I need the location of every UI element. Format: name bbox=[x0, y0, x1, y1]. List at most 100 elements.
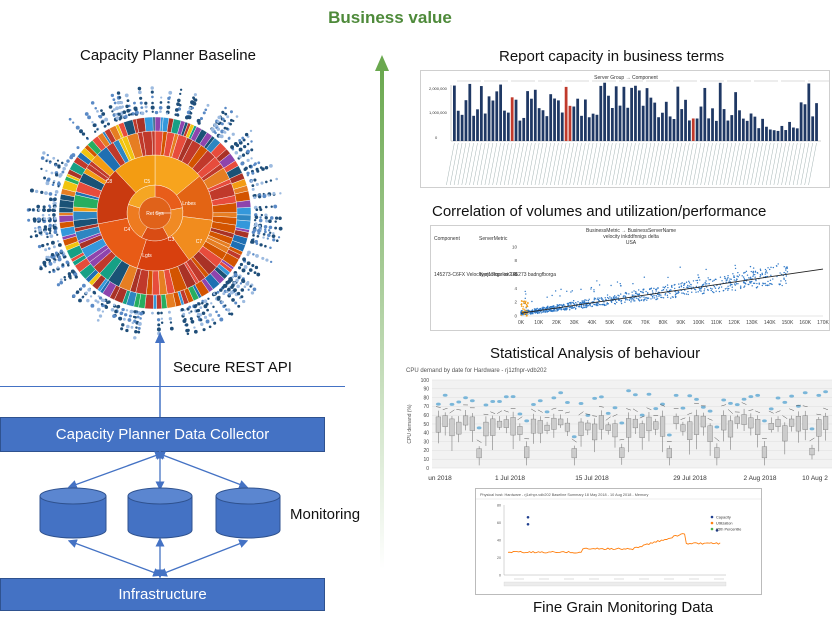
scatter-point bbox=[765, 284, 767, 287]
scatter-point bbox=[656, 298, 658, 300]
scatter-point bbox=[688, 280, 690, 283]
sunburst-leaf-dot bbox=[101, 310, 105, 313]
scatter-point bbox=[551, 294, 553, 297]
sunburst-leaf-dot bbox=[110, 307, 115, 312]
sunburst-leaf-dot bbox=[48, 206, 52, 209]
scatter-point bbox=[561, 304, 563, 306]
scatter-point bbox=[722, 290, 725, 292]
sunburst-leaf-dot bbox=[54, 164, 57, 167]
box bbox=[530, 418, 537, 434]
scatter-point bbox=[638, 289, 640, 291]
sunburst-leaf-dot bbox=[217, 295, 221, 299]
sunburst-leaf-dot bbox=[277, 236, 281, 239]
box-outlier bbox=[653, 407, 659, 411]
scatter-point bbox=[749, 282, 751, 284]
report-x-label bbox=[750, 142, 759, 186]
scatter-point bbox=[591, 305, 594, 307]
report-bar-chart: Server Group → Component 2,000,000 1,000… bbox=[429, 75, 829, 186]
scatter-point bbox=[525, 303, 528, 306]
scatter-point bbox=[600, 304, 602, 306]
scatter-point bbox=[616, 281, 619, 283]
scatter-point bbox=[752, 282, 755, 284]
scatter-point bbox=[749, 277, 751, 280]
sunburst-leaf-dot bbox=[269, 260, 273, 264]
box-outlier bbox=[646, 392, 652, 396]
sunburst-leaf-dot bbox=[219, 317, 224, 322]
sunburst-leaf-dot bbox=[234, 301, 238, 305]
sunburst-leaf-dot bbox=[251, 184, 255, 188]
report-x-label bbox=[584, 142, 594, 186]
report-x-label bbox=[742, 142, 752, 186]
box bbox=[571, 448, 577, 459]
box-outlier bbox=[435, 402, 441, 406]
sunburst-leaf-dot bbox=[57, 257, 62, 262]
sunburst-leaf-dot bbox=[238, 147, 243, 152]
scatter-point bbox=[562, 303, 565, 306]
report-x-label bbox=[588, 142, 598, 186]
box bbox=[809, 447, 815, 456]
scatter-point bbox=[762, 282, 764, 284]
range-slider bbox=[503, 581, 727, 587]
report-bar bbox=[614, 86, 618, 141]
sunburst-label: Lgts bbox=[142, 253, 152, 259]
scatter-point bbox=[709, 278, 712, 281]
sunburst-leaf-dot bbox=[202, 328, 206, 332]
box-cap bbox=[435, 406, 441, 408]
scatter-point bbox=[538, 311, 541, 313]
sunburst-leaf-dot bbox=[256, 234, 260, 238]
sunburst-leaf-dot bbox=[258, 205, 262, 209]
scatter-point bbox=[666, 284, 669, 286]
scatter-point bbox=[737, 283, 739, 285]
sunburst-leaf-dot bbox=[61, 263, 65, 267]
report-x-label bbox=[527, 142, 536, 186]
scatter-point bbox=[624, 298, 627, 301]
box-outlier bbox=[694, 397, 699, 401]
report-bar bbox=[688, 120, 691, 141]
sunburst-leaf-dot bbox=[50, 171, 54, 175]
report-bar bbox=[510, 97, 514, 141]
scatter-point bbox=[783, 278, 785, 280]
box bbox=[816, 419, 822, 437]
scatter-point bbox=[521, 311, 524, 313]
sunburst-leaf-dot bbox=[50, 240, 55, 245]
sunburst-leaf-dot bbox=[223, 284, 228, 288]
scatter-point bbox=[672, 296, 674, 298]
sunburst-leaf-dot bbox=[133, 101, 136, 105]
scatter-point bbox=[607, 303, 609, 305]
sunburst-leaf-dot bbox=[49, 229, 52, 233]
report-bar bbox=[607, 95, 610, 141]
scatter-point bbox=[662, 286, 664, 288]
sunburst-leaf-dot bbox=[188, 106, 192, 110]
scatter-point bbox=[678, 283, 680, 285]
scatter-point bbox=[660, 296, 662, 299]
sunburst-leaf-dot bbox=[220, 129, 225, 134]
sunburst-leaf-dot bbox=[96, 109, 99, 113]
report-bar bbox=[680, 109, 684, 141]
box-x-tick: 29 Jul 2018 bbox=[673, 475, 707, 482]
sunburst-leaf-dot bbox=[246, 171, 250, 175]
scatter-point bbox=[772, 278, 774, 280]
scatter-point bbox=[769, 282, 771, 285]
scatter-point bbox=[585, 306, 587, 309]
report-bar bbox=[645, 88, 649, 141]
scatter-point bbox=[685, 293, 688, 295]
scatter-point bbox=[620, 302, 623, 305]
sunburst-leaf-dot bbox=[47, 247, 51, 250]
scatter-point bbox=[670, 297, 672, 299]
scatter-point bbox=[617, 297, 619, 299]
scatter-point bbox=[727, 275, 729, 277]
scatter-point bbox=[573, 306, 575, 309]
sunburst-leaf-dot bbox=[132, 315, 136, 319]
report-x-label bbox=[723, 142, 732, 186]
sunburst-leaf-dot bbox=[214, 292, 218, 295]
sunburst-leaf-dot bbox=[158, 105, 163, 110]
box-outlier bbox=[517, 412, 523, 416]
box bbox=[612, 423, 618, 438]
report-x-label bbox=[554, 142, 563, 186]
sunburst-leaf-dot bbox=[253, 218, 257, 222]
sunburst-leaf-dot bbox=[264, 213, 268, 217]
scatter-point bbox=[703, 288, 706, 290]
report-x-label bbox=[496, 142, 505, 186]
sunburst-leaf-dot bbox=[248, 164, 252, 168]
box-cap bbox=[707, 418, 713, 421]
